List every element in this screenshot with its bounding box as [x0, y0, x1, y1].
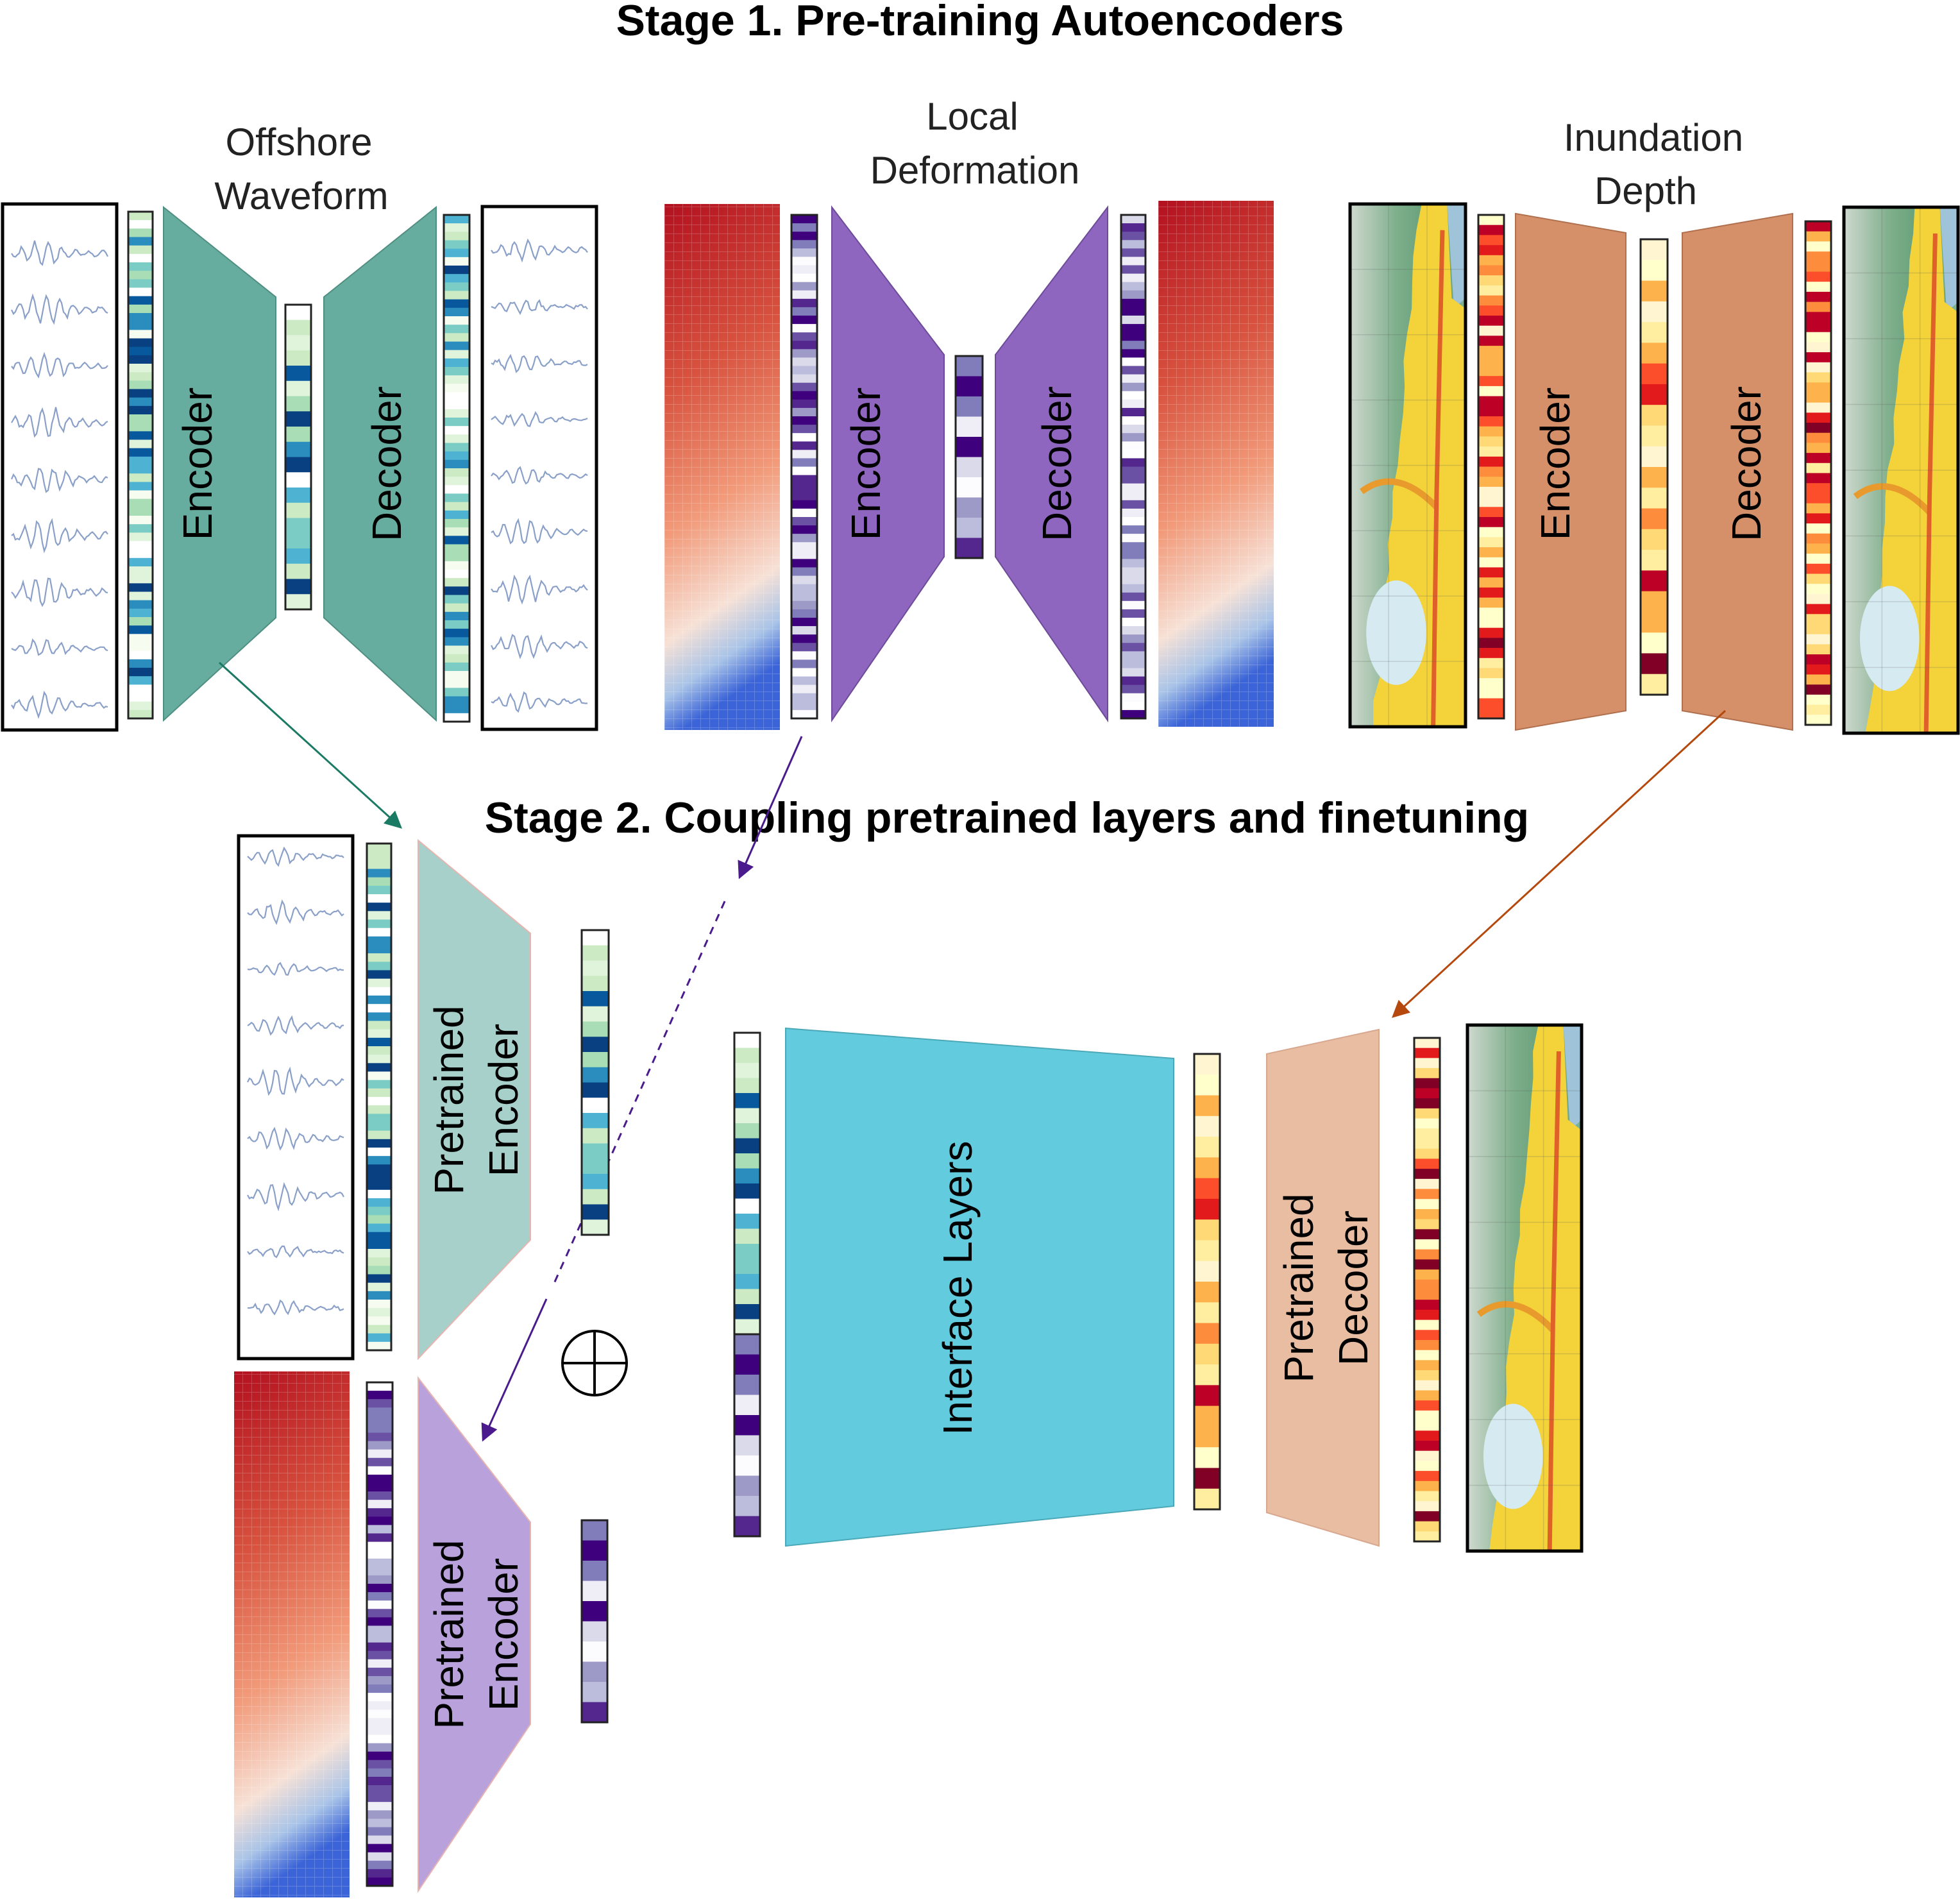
- inundation-output-vector: [1804, 220, 1832, 726]
- stage2-inundation-latent-vector: [1193, 1053, 1221, 1511]
- inundation-label-line1: Inundation: [1564, 116, 1743, 159]
- concatenate-symbol: [561, 1330, 628, 1396]
- inundation-label-line2: Depth: [1594, 169, 1697, 212]
- stage2-pretrained-decoder: [1266, 1028, 1380, 1547]
- inundation-input-map: [1348, 202, 1467, 729]
- deformation-decoder-block: [995, 205, 1108, 723]
- stage2-def-encoder-line1: Pretrained: [426, 1540, 472, 1729]
- waveform-decoder-block: [323, 205, 437, 722]
- waveform-latent-vector: [284, 303, 312, 611]
- stage2-waveform-pretrained-encoder: [418, 838, 531, 1361]
- concatenated-latent-vector-deformation: [733, 1333, 761, 1538]
- inundation-decoder-block: [1682, 212, 1793, 731]
- stage2-deformation-input-map: [234, 1371, 350, 1897]
- deformation-output-vector: [1120, 214, 1147, 720]
- stage2-deformation-input-vector: [366, 1381, 394, 1887]
- stage2-deformation-latent-vector: [580, 1519, 609, 1724]
- interface-layers-label: Interface Layers: [934, 1141, 981, 1436]
- stage2-inundation-output-map: [1466, 1023, 1584, 1553]
- deformation-autoencoder: Local Deformation Encoder Decoder: [664, 95, 1274, 730]
- inundation-input-vector: [1477, 214, 1505, 720]
- stage2-def-encoder-line2: Encoder: [480, 1558, 527, 1711]
- stage2-title: Stage 2. Coupling pretrained layers and …: [485, 793, 1529, 842]
- waveform-output-panel: [480, 205, 598, 731]
- inundation-autoencoder: Inundation Depth Encoder Decoder: [1348, 116, 1960, 735]
- stage2-waveform-latent-vector: [580, 929, 610, 1236]
- waveform-label-line1: Offshore: [225, 121, 372, 164]
- deformation-output-map: [1158, 201, 1274, 727]
- inundation-decoder-label: Decoder: [1723, 386, 1770, 541]
- inundation-encoder-block: [1515, 212, 1626, 731]
- waveform-input-panel: [1, 202, 119, 732]
- stage2-model: Pretrained Encoder Pretrained Encoder In…: [234, 834, 1584, 1897]
- stage2-wave-encoder-line2: Encoder: [480, 1024, 527, 1176]
- waveform-autoencoder: Offshore Waveform Encoder Decoder: [1, 121, 598, 732]
- waveform-output-vector: [443, 214, 471, 723]
- concatenated-latent-vector-waveform: [733, 1031, 761, 1336]
- stage2-inundation-output-vector: [1413, 1037, 1441, 1543]
- arrow-deformation-encoder-transfer: [738, 736, 803, 879]
- deformation-encoder-block: [831, 205, 945, 723]
- deformation-input-vector: [790, 214, 818, 720]
- inundation-encoder-label: Encoder: [1532, 387, 1578, 540]
- waveform-input-vector: [127, 210, 154, 720]
- waveform-decoder-label: Decoder: [364, 386, 410, 541]
- deformation-latent-vector: [954, 355, 984, 559]
- waveform-encoder-block: [163, 205, 276, 722]
- arrow-deformation-dashed-segment: [552, 901, 726, 1287]
- stage2-waveform-input-vector: [366, 842, 393, 1352]
- deformation-decoder-label: Decoder: [1034, 386, 1080, 541]
- waveform-label-line2: Waveform: [214, 174, 388, 217]
- stage2-wave-encoder-line1: Pretrained: [426, 1005, 472, 1194]
- stage1-title: Stage 1. Pre-training Autoencoders: [616, 0, 1344, 45]
- deformation-input-map: [664, 204, 780, 730]
- deformation-label-line1: Local: [926, 95, 1018, 138]
- waveform-encoder-label: Encoder: [174, 387, 221, 540]
- deformation-encoder-label: Encoder: [843, 387, 889, 540]
- deformation-label-line2: Deformation: [870, 149, 1080, 192]
- stage2-waveform-input-panel: [237, 834, 355, 1361]
- stage2-decoder-line1: Pretrained: [1276, 1193, 1322, 1382]
- interface-layers-block: [785, 1027, 1174, 1547]
- inundation-latent-vector: [1639, 238, 1669, 696]
- arrow-inundation-decoder-transfer: [1392, 709, 1727, 1018]
- arrow-deformation-encoder-target: [481, 1298, 548, 1442]
- arrow-waveform-encoder-transfer: [218, 661, 402, 829]
- stage2-decoder-line2: Decoder: [1330, 1210, 1376, 1366]
- inundation-output-map: [1842, 205, 1960, 735]
- stage2-deformation-pretrained-encoder: [418, 1376, 531, 1894]
